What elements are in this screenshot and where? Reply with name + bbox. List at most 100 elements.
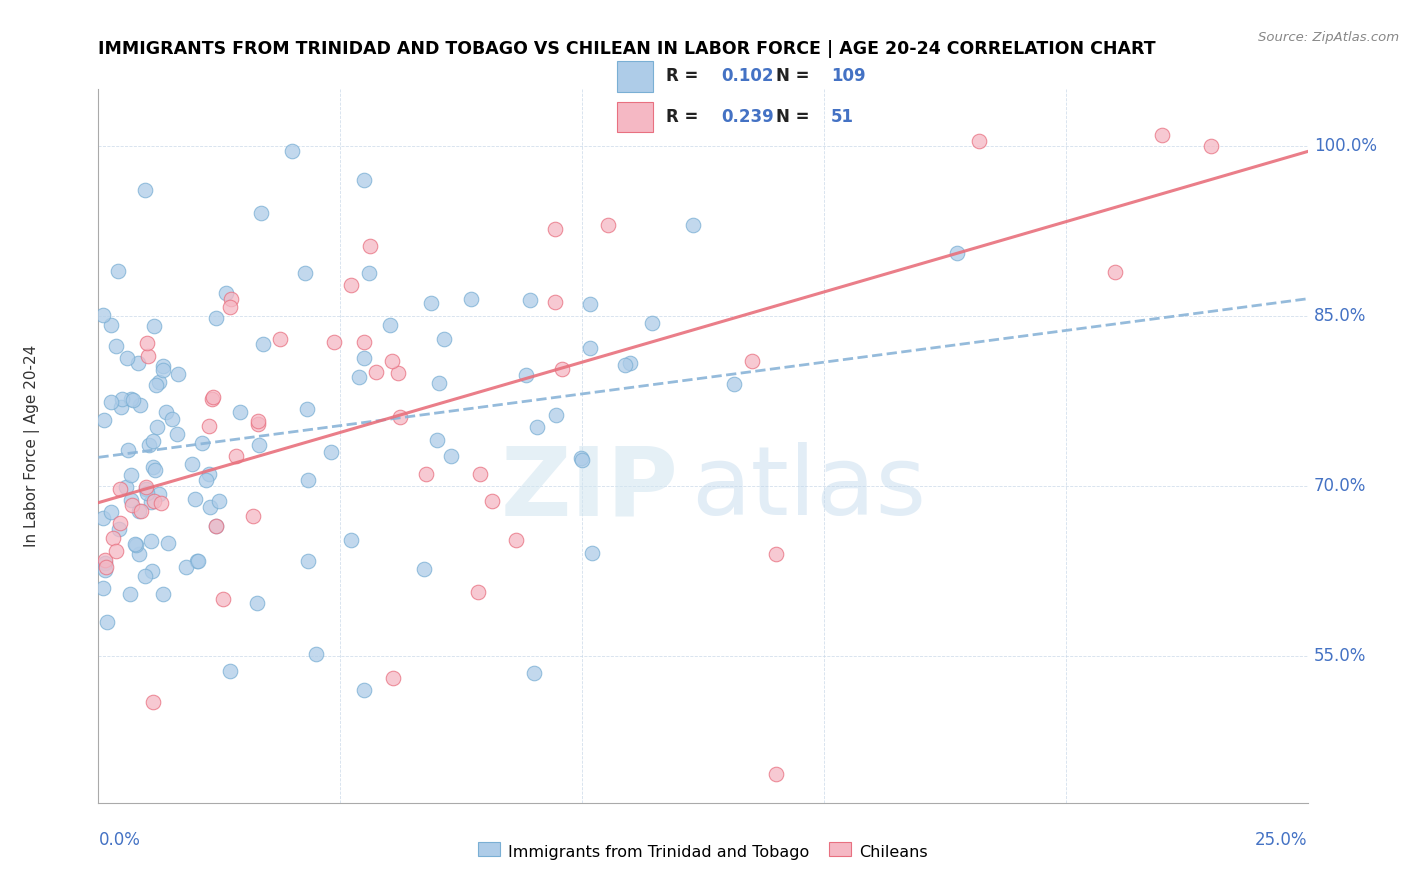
Point — [470, 467, 492, 481]
Text: 100.0%: 100.0% — [1313, 136, 1376, 155]
Point — [143, 494, 166, 508]
Point — [544, 409, 567, 423]
Point — [96, 615, 118, 630]
Point — [1150, 128, 1173, 142]
Text: R =: R = — [666, 68, 699, 86]
Point — [433, 332, 456, 346]
Text: 25.0%: 25.0% — [1256, 831, 1308, 849]
Point — [505, 533, 527, 547]
Point — [94, 556, 117, 570]
Point — [114, 480, 136, 494]
Point — [100, 395, 122, 409]
Point — [91, 581, 114, 595]
Point — [141, 564, 163, 578]
Point — [427, 376, 450, 390]
Text: 55.0%: 55.0% — [1313, 647, 1367, 665]
Point — [382, 671, 405, 685]
Point — [162, 412, 184, 426]
Point — [202, 390, 225, 404]
Point — [141, 434, 163, 448]
Text: Source: ZipAtlas.com: Source: ZipAtlas.com — [1258, 31, 1399, 45]
Point — [120, 493, 142, 508]
Point — [148, 376, 170, 390]
Point — [143, 318, 166, 333]
Point — [145, 377, 167, 392]
Point — [120, 468, 142, 483]
Point — [110, 401, 132, 415]
Point — [125, 538, 148, 552]
Text: IMMIGRANTS FROM TRINIDAD AND TOBAGO VS CHILEAN IN LABOR FORCE | AGE 20-24 CORREL: IMMIGRANTS FROM TRINIDAD AND TOBAGO VS C… — [98, 40, 1156, 58]
Point — [413, 562, 436, 576]
Point — [166, 427, 188, 442]
Point — [94, 560, 117, 574]
Point — [128, 504, 150, 518]
Point — [150, 496, 173, 510]
Point — [389, 410, 412, 425]
Text: 85.0%: 85.0% — [1313, 307, 1367, 325]
Point — [156, 535, 179, 549]
Point — [120, 392, 142, 407]
Point — [91, 308, 114, 322]
Point — [569, 451, 592, 466]
Point — [135, 482, 157, 496]
Point — [519, 293, 541, 307]
Point — [127, 356, 149, 370]
Point — [191, 436, 214, 450]
Point — [138, 438, 160, 452]
Point — [359, 239, 381, 253]
Point — [103, 531, 125, 545]
Point — [139, 533, 162, 548]
Point — [619, 356, 641, 370]
Text: 0.239: 0.239 — [721, 108, 775, 126]
Point — [108, 523, 131, 537]
Text: 51: 51 — [831, 108, 853, 126]
Point — [155, 405, 177, 419]
Point — [515, 368, 537, 383]
Legend: Immigrants from Trinidad and Tobago, Chileans: Immigrants from Trinidad and Tobago, Chi… — [472, 838, 934, 866]
Point — [304, 648, 326, 662]
Point — [596, 218, 619, 232]
Point — [460, 292, 482, 306]
Point — [212, 592, 235, 607]
Point — [297, 401, 319, 416]
Point — [544, 294, 567, 309]
Point — [321, 445, 343, 459]
Point — [353, 334, 375, 349]
Point — [353, 173, 375, 187]
Text: 109: 109 — [831, 68, 866, 86]
Point — [200, 500, 222, 515]
Point — [134, 183, 156, 197]
Point — [115, 351, 138, 365]
Point — [135, 486, 157, 500]
Point — [415, 467, 437, 482]
Point — [198, 467, 221, 481]
Point — [152, 359, 174, 373]
Point — [205, 519, 228, 533]
Point — [225, 449, 247, 463]
Point — [349, 369, 371, 384]
Point — [110, 483, 132, 497]
Point — [340, 533, 363, 548]
Point — [1199, 138, 1222, 153]
Point — [481, 494, 503, 508]
Point — [135, 335, 157, 350]
Point — [108, 516, 131, 530]
Point — [439, 449, 461, 463]
Point — [359, 266, 381, 280]
Point — [139, 494, 162, 508]
Text: In Labor Force | Age 20-24: In Labor Force | Age 20-24 — [24, 345, 39, 547]
Point — [93, 413, 115, 427]
Point — [281, 145, 304, 159]
Point — [765, 547, 787, 561]
Point — [129, 399, 152, 413]
Point — [186, 554, 208, 568]
Point — [104, 543, 127, 558]
Point — [167, 367, 190, 381]
Point — [215, 286, 238, 301]
Point — [124, 537, 146, 551]
Point — [246, 414, 269, 428]
Point — [94, 563, 117, 577]
Point — [353, 682, 375, 697]
Point — [246, 596, 269, 610]
Point — [205, 310, 228, 325]
